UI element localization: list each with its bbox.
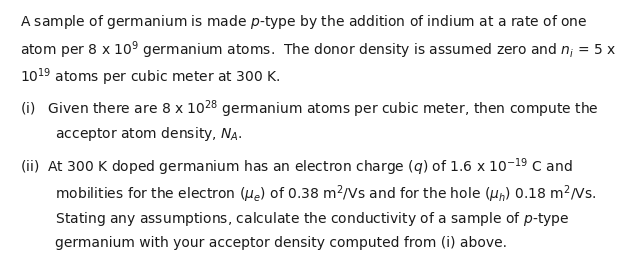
Text: germanium with your acceptor density computed from (i) above.: germanium with your acceptor density com… [20,236,507,250]
Text: (ii)  At 300 K doped germanium has an electron charge ($q$) of 1.6 x 10$^{-19}$ : (ii) At 300 K doped germanium has an ele… [20,157,572,178]
Text: A sample of germanium is made $\mathit{p}$-type by the addition of indium at a r: A sample of germanium is made $\mathit{p… [20,13,588,31]
Text: 10$^{19}$ atoms per cubic meter at 300 K.: 10$^{19}$ atoms per cubic meter at 300 K… [20,66,280,88]
Text: (i)   Given there are 8 x 10$^{28}$ germanium atoms per cubic meter, then comput: (i) Given there are 8 x 10$^{28}$ german… [20,98,598,120]
Text: mobilities for the electron ($\mu_e$) of 0.38 m$^2$/Vs and for the hole ($\mu_h$: mobilities for the electron ($\mu_e$) of… [20,183,596,205]
Text: acceptor atom density, $N_A$.: acceptor atom density, $N_A$. [20,125,242,143]
Text: atom per 8 x 10$^{9}$ germanium atoms.  The donor density is assumed zero and $n: atom per 8 x 10$^{9}$ germanium atoms. T… [20,40,616,61]
Text: Stating any assumptions, calculate the conductivity of a sample of $\mathit{p}$-: Stating any assumptions, calculate the c… [20,210,569,228]
